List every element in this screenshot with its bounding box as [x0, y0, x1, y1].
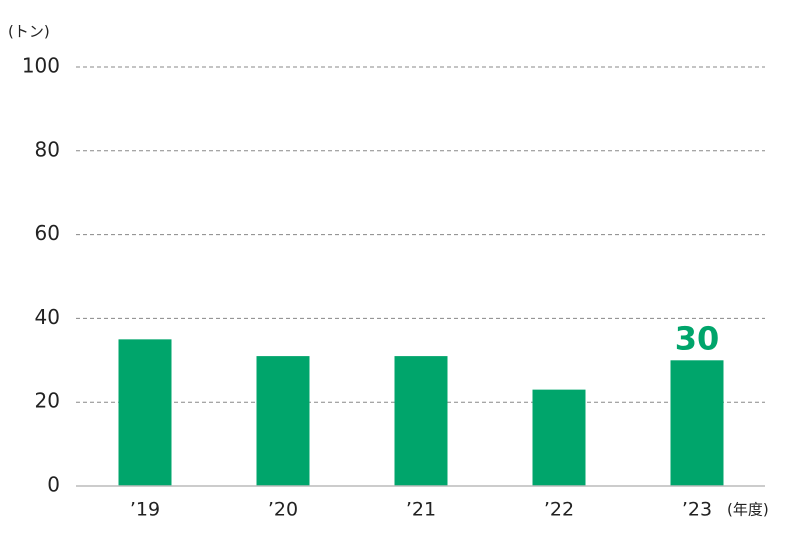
bar	[256, 356, 310, 486]
y-tick-label: 60	[35, 221, 60, 245]
value-label: 30	[675, 319, 720, 357]
bar	[394, 356, 448, 486]
y-tick-label: 100	[22, 54, 60, 78]
x-tick-label: ’22	[544, 499, 574, 521]
bar	[118, 339, 172, 486]
y-tick-label: 40	[35, 305, 60, 329]
y-tick-label: 0	[47, 473, 60, 497]
x-tick-label: ’21	[406, 499, 436, 521]
y-tick-label: 20	[35, 389, 60, 413]
x-tick-label: ’20	[268, 499, 298, 521]
x-tick-label: ’23	[682, 499, 712, 521]
y-axis-label: (トン)	[8, 23, 50, 41]
y-tick-label: 80	[35, 137, 60, 161]
bar	[532, 389, 586, 486]
bar	[670, 360, 724, 486]
x-tick-label: ’19	[130, 499, 160, 521]
x-axis-label: (年度)	[727, 501, 769, 519]
